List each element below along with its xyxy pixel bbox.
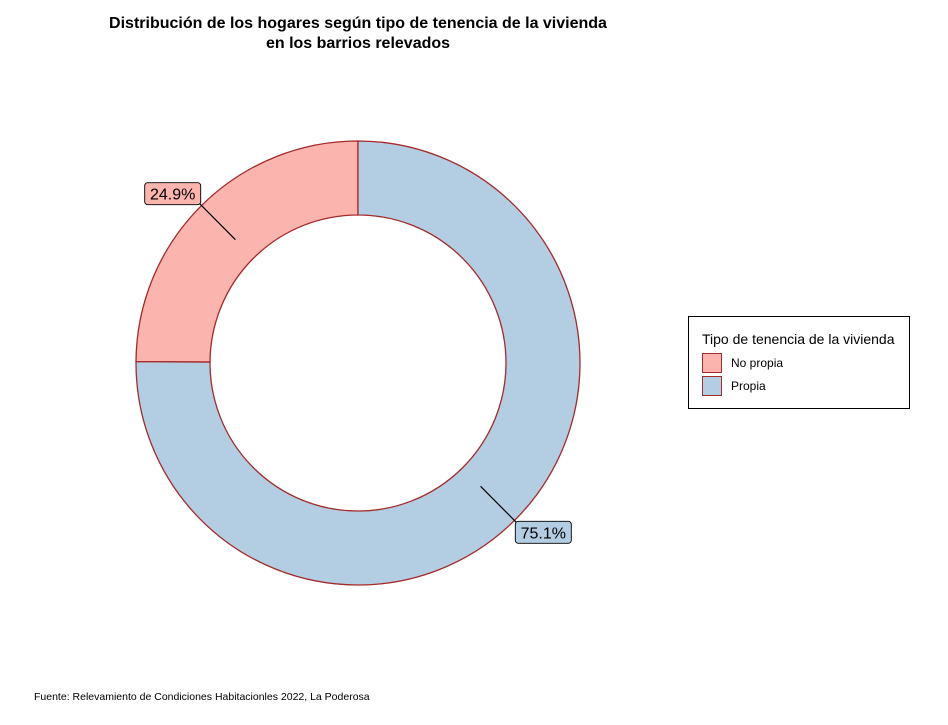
legend-label-no-propia: No propia	[731, 356, 784, 370]
slice-label-box	[514, 520, 572, 544]
leader-line-propia	[480, 485, 518, 524]
legend-title: Tipo de tenencia de la vivienda	[702, 331, 895, 347]
slice-labels: 24.9% 75.1%	[144, 182, 572, 544]
legend-item-propia: Propia	[702, 375, 766, 397]
donut-slices	[135, 140, 581, 586]
legend-item-no-propia: No propia	[702, 352, 783, 374]
slice-label-no-propia: 24.9%	[144, 182, 202, 206]
source-caption: Fuente: Relevamiento de Condiciones Habi…	[34, 691, 370, 703]
slice-percent-text: 24.9%	[150, 187, 195, 204]
legend-swatch-propia	[702, 376, 722, 396]
leader-line-no-propia	[198, 202, 236, 241]
slice-no-propia	[135, 140, 359, 363]
slice-label-box	[144, 182, 202, 206]
slice-label-propia: 75.1%	[514, 520, 572, 544]
slice-propia	[135, 140, 581, 586]
legend: Tipo de tenencia de la vivienda No propi…	[688, 316, 910, 409]
legend-swatch-no-propia	[702, 353, 722, 373]
legend-label-propia: Propia	[731, 379, 766, 393]
chart-title-line-2: en los barrios relevados	[265, 35, 451, 52]
chart-title-line-1: Distribución de los hogares según tipo d…	[109, 15, 607, 32]
label-leader-lines	[198, 202, 518, 524]
chart-title: Distribución de los hogares según tipo d…	[0, 14, 716, 54]
slice-percent-text: 75.1%	[521, 525, 566, 542]
